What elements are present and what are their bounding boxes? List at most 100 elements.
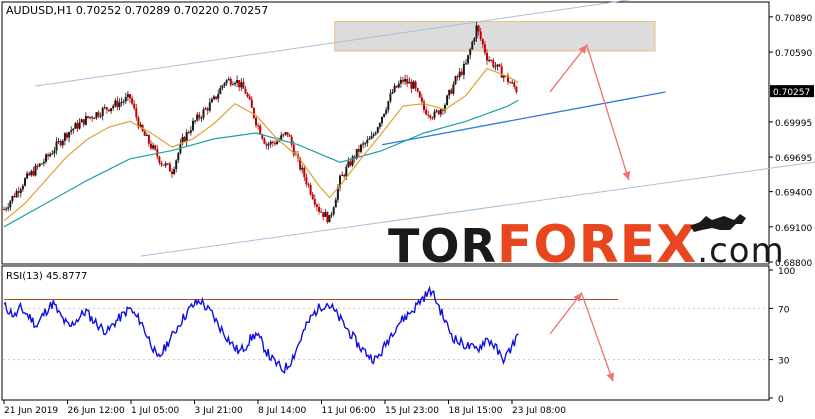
candle-body: [372, 134, 375, 137]
candle-body: [414, 81, 417, 89]
candle-body: [219, 87, 222, 95]
rsi-forecast-arrow-head: [606, 372, 615, 382]
candle-body: [68, 132, 71, 138]
rsi-tick-label: 70: [778, 305, 790, 315]
candle-body: [51, 153, 54, 155]
channel-lower-line: [140, 161, 815, 257]
candle-body: [177, 153, 180, 161]
candle-body: [299, 157, 302, 170]
candle-body: [173, 169, 176, 175]
candle-body: [336, 187, 339, 200]
candle-body: [30, 171, 33, 176]
watermark-com: .com: [697, 231, 784, 271]
candle-body: [334, 199, 337, 208]
candle-body: [26, 173, 29, 179]
candle-body: [462, 63, 465, 75]
candle-body: [343, 174, 346, 177]
candle-body: [477, 25, 480, 32]
candle-body: [244, 88, 247, 94]
candle-body: [479, 31, 482, 40]
candle-body: [187, 132, 190, 134]
candle-body: [84, 116, 87, 125]
candle-body: [307, 184, 310, 186]
candle-body: [99, 116, 102, 118]
candle-body: [452, 84, 455, 94]
x-tick-label: 26 Jun 12:00: [68, 406, 125, 416]
candle-body: [444, 105, 446, 111]
candle-body: [483, 44, 486, 53]
candle-body: [330, 214, 333, 216]
candle-body: [19, 189, 22, 193]
rsi-tick-label: 100: [778, 267, 795, 277]
candle-body: [196, 114, 199, 121]
candle-body: [36, 165, 39, 167]
resistance-zone: [334, 21, 656, 52]
candle-body: [465, 63, 467, 65]
candle-body: [200, 117, 203, 119]
candle-body: [269, 141, 272, 145]
candle-body: [326, 212, 329, 223]
candle-body: [290, 136, 293, 145]
x-tick-label: 21 Jun 2019: [4, 406, 58, 416]
candle-body: [118, 102, 121, 108]
candle-body: [202, 109, 205, 118]
y-tick-label: 0.70890: [775, 14, 812, 24]
candle-body: [223, 83, 226, 86]
candle-body: [185, 132, 188, 142]
axes-layer: 0.70890 0.70590 0.70257 0.69995 0.69695 0.694…: [3, 14, 814, 416]
candle-body: [135, 108, 138, 118]
candle-body: [204, 108, 207, 110]
candle-body: [168, 163, 171, 172]
candle-body: [89, 116, 92, 118]
candle-body: [315, 204, 318, 207]
y-tick-label: 0.69400: [775, 189, 812, 199]
candle-body: [105, 107, 108, 110]
candle-body: [257, 125, 260, 127]
rsi-line: [3, 285, 519, 374]
y-tick-label: 0.69695: [775, 154, 812, 164]
rsi-panel-frame: [1, 265, 770, 401]
candle-body: [488, 60, 491, 62]
candle-body: [147, 135, 150, 144]
candle-body: [471, 41, 474, 50]
candle-body: [108, 109, 110, 112]
candle-body: [366, 139, 369, 144]
candle-body: [194, 120, 197, 122]
candle-body: [70, 130, 73, 133]
candle-body: [410, 81, 413, 89]
candle-body: [473, 38, 476, 42]
candle-body: [32, 171, 35, 176]
candle-body: [150, 143, 152, 149]
candle-body: [351, 156, 354, 166]
candle-body: [509, 82, 512, 84]
candle-body: [301, 167, 304, 170]
candle-body: [370, 136, 373, 139]
candle-body: [431, 117, 434, 119]
candle-body: [76, 123, 79, 129]
candle-body: [513, 82, 516, 87]
candle-body: [486, 52, 488, 61]
current-price-badge: [770, 85, 814, 98]
candle-body: [263, 138, 266, 144]
candle-body: [355, 148, 358, 159]
candle-body: [160, 162, 163, 165]
candle-body: [227, 78, 230, 81]
candle-body: [246, 93, 249, 97]
y-tick-label: 0.69995: [775, 119, 812, 129]
price-header: AUDUSD,H1 0.70252 0.70289 0.70220 0.7025…: [6, 4, 268, 17]
y-tick-label: 0.69100: [775, 224, 812, 234]
candle-body: [91, 116, 94, 119]
candle-body: [206, 108, 209, 111]
candle-body: [7, 207, 10, 209]
candle-body: [360, 144, 362, 152]
candle-body: [215, 96, 218, 99]
rsi-forecast-arrow-head: [573, 293, 582, 302]
candle-body: [467, 55, 470, 64]
candle-body: [114, 100, 117, 106]
candle-body: [139, 124, 142, 128]
candle-body: [507, 75, 509, 83]
rsi-layer: [3, 285, 768, 382]
candle-body: [309, 184, 312, 195]
candle-body: [236, 80, 239, 83]
candle-body: [515, 86, 518, 93]
